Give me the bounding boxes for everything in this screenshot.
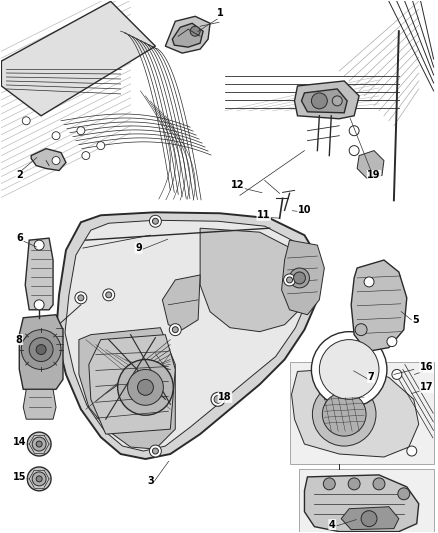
Polygon shape: [357, 151, 384, 179]
Circle shape: [32, 472, 46, 486]
Circle shape: [97, 142, 105, 150]
Circle shape: [52, 157, 60, 165]
Circle shape: [75, 292, 87, 304]
Text: 2: 2: [16, 171, 23, 181]
Circle shape: [103, 289, 115, 301]
Text: 11: 11: [257, 210, 270, 220]
Polygon shape: [304, 475, 419, 531]
Circle shape: [152, 218, 159, 224]
Polygon shape: [301, 89, 347, 113]
Text: 12: 12: [231, 181, 245, 190]
Circle shape: [127, 369, 163, 405]
Circle shape: [373, 478, 385, 490]
Text: 15: 15: [13, 472, 26, 482]
Polygon shape: [25, 238, 53, 310]
Circle shape: [407, 446, 417, 456]
Circle shape: [283, 274, 296, 286]
Circle shape: [36, 476, 42, 482]
Polygon shape: [23, 389, 56, 419]
Circle shape: [118, 360, 173, 415]
Circle shape: [311, 332, 387, 407]
Text: 4: 4: [329, 520, 336, 530]
Circle shape: [323, 478, 335, 490]
Text: 10: 10: [298, 205, 311, 215]
Circle shape: [36, 345, 46, 354]
Polygon shape: [89, 335, 175, 434]
Circle shape: [211, 392, 225, 406]
Circle shape: [36, 441, 42, 447]
Circle shape: [29, 337, 53, 361]
Circle shape: [170, 324, 181, 336]
Circle shape: [77, 127, 85, 135]
Polygon shape: [341, 507, 399, 530]
Text: 19: 19: [367, 171, 381, 181]
Text: 5: 5: [412, 314, 419, 325]
Polygon shape: [56, 212, 319, 459]
Circle shape: [149, 215, 161, 227]
Circle shape: [32, 437, 46, 451]
Circle shape: [392, 369, 402, 379]
Circle shape: [349, 146, 359, 156]
Circle shape: [27, 467, 51, 491]
Circle shape: [152, 448, 159, 454]
Text: 9: 9: [135, 243, 142, 253]
Circle shape: [312, 382, 376, 446]
Circle shape: [355, 324, 367, 336]
Polygon shape: [165, 17, 210, 53]
Circle shape: [319, 340, 379, 399]
Circle shape: [138, 379, 153, 395]
Polygon shape: [19, 315, 63, 389]
Polygon shape: [162, 275, 200, 330]
Text: 16: 16: [420, 362, 434, 373]
Circle shape: [106, 292, 112, 298]
Polygon shape: [1, 2, 155, 116]
Polygon shape: [79, 328, 175, 449]
Polygon shape: [282, 240, 324, 315]
Polygon shape: [294, 81, 359, 119]
Circle shape: [286, 277, 293, 283]
Polygon shape: [300, 469, 434, 531]
Circle shape: [290, 268, 309, 288]
Polygon shape: [200, 228, 307, 332]
Circle shape: [149, 445, 161, 457]
Text: 1: 1: [217, 9, 223, 18]
Text: 7: 7: [367, 373, 374, 382]
Polygon shape: [65, 220, 309, 451]
Circle shape: [361, 511, 377, 527]
Text: 14: 14: [13, 437, 26, 447]
Circle shape: [190, 26, 200, 36]
Circle shape: [214, 395, 222, 403]
Text: 8: 8: [16, 335, 23, 345]
Circle shape: [387, 337, 397, 346]
Circle shape: [34, 240, 44, 250]
Circle shape: [322, 392, 366, 436]
Circle shape: [364, 277, 374, 287]
Circle shape: [293, 272, 305, 284]
Circle shape: [349, 126, 359, 136]
Circle shape: [27, 432, 51, 456]
Circle shape: [52, 132, 60, 140]
Polygon shape: [31, 149, 66, 171]
Polygon shape: [172, 23, 203, 47]
Text: 3: 3: [147, 476, 154, 486]
Circle shape: [348, 478, 360, 490]
Circle shape: [34, 300, 44, 310]
Circle shape: [78, 295, 84, 301]
Polygon shape: [290, 361, 434, 464]
Circle shape: [332, 96, 342, 106]
Text: 18: 18: [218, 392, 232, 402]
Circle shape: [398, 488, 410, 500]
Circle shape: [172, 327, 178, 333]
Polygon shape: [292, 367, 419, 457]
Circle shape: [82, 151, 90, 159]
Circle shape: [21, 330, 61, 369]
Polygon shape: [351, 260, 407, 352]
Text: 6: 6: [16, 233, 23, 243]
Text: 17: 17: [420, 382, 434, 392]
Circle shape: [311, 93, 327, 109]
Circle shape: [22, 117, 30, 125]
